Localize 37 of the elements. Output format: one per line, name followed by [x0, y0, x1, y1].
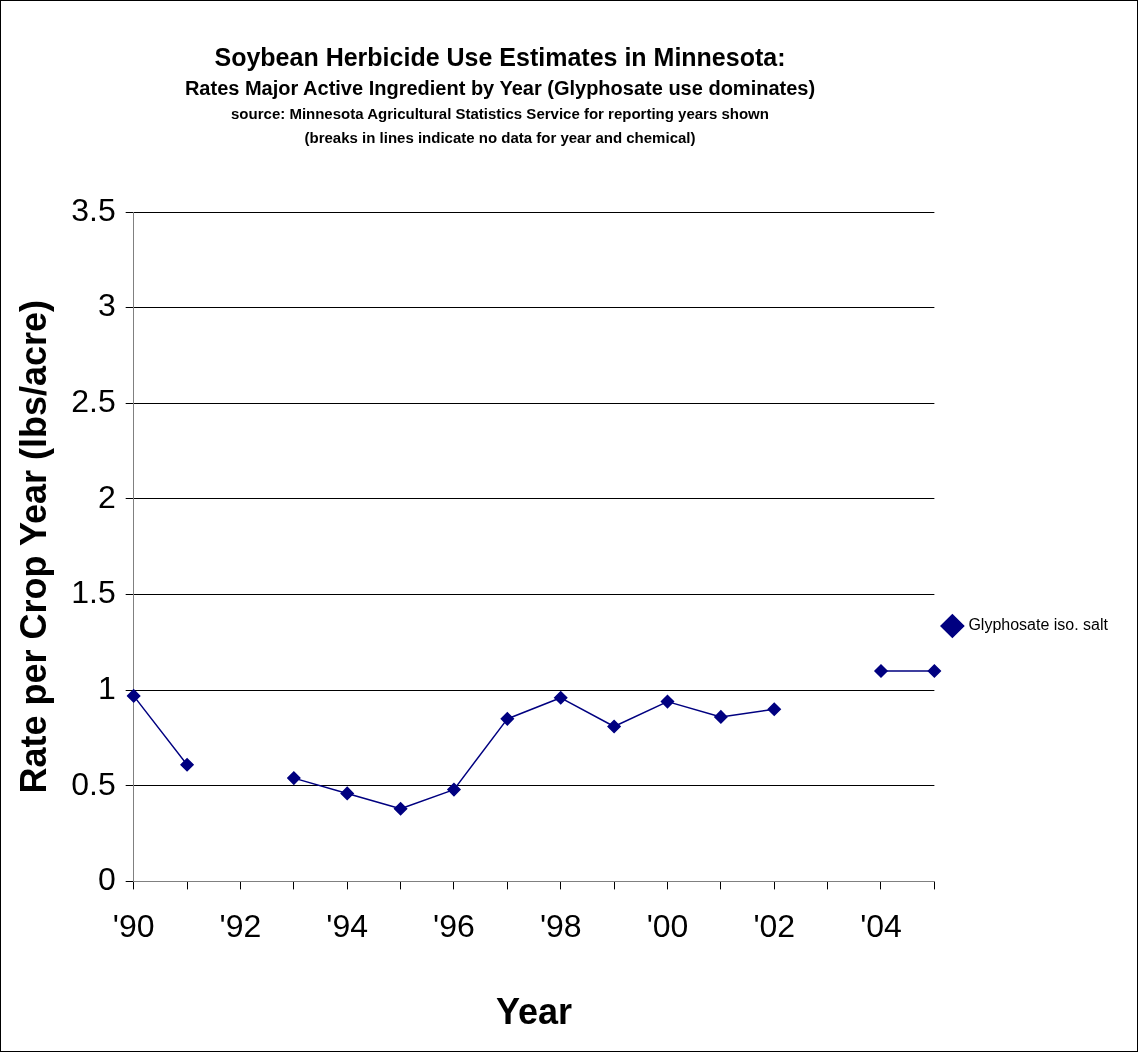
x-tick-label: '94	[326, 908, 369, 945]
chart-title: Soybean Herbicide Use Estimates in Minnesota:	[213, 42, 787, 73]
point	[607, 719, 621, 734]
point	[500, 712, 515, 726]
point	[874, 664, 888, 678]
x-tick-label: '02	[753, 908, 796, 945]
source-note: source: Minnesota Agricultural Statistics Service for reporting years shown	[230, 104, 770, 124]
y-tick-label: 1	[97, 669, 116, 706]
x-tick-label: '00	[646, 908, 689, 945]
y-tick-label: 0.5	[71, 765, 116, 802]
point	[393, 801, 408, 816]
chart-subtitle: Rates Major Active Ingredient by Year (Glyphosate use dominates)	[183, 76, 817, 101]
x-tick-label: '98	[539, 908, 582, 945]
text: (breaks in lines indicate no data for year and chemical)	[303, 128, 697, 148]
point	[553, 691, 568, 705]
point	[927, 664, 942, 678]
y-tick-label: 0	[97, 861, 116, 898]
y-tick-label: 1.5	[71, 574, 116, 611]
point	[287, 771, 301, 785]
point	[180, 757, 194, 772]
y-tick-label: 2	[97, 478, 116, 515]
y-tick-label: 2.5	[71, 383, 116, 420]
x-tick-label: '04	[860, 908, 902, 945]
point	[340, 786, 354, 801]
y-axis-title: Rate per Crop Year (lbs/acre)	[12, 299, 54, 794]
point	[126, 689, 141, 703]
point	[714, 710, 728, 724]
point	[660, 694, 675, 709]
x-tick-label: '96	[433, 908, 475, 945]
x-tick-label: '90	[112, 908, 155, 945]
x-tick-label: '92	[219, 908, 262, 945]
point	[767, 702, 781, 717]
point	[447, 782, 461, 797]
y-tick-label: 3.5	[71, 191, 116, 228]
legend-label: Glyphosate iso. salt	[968, 616, 1109, 634]
x-axis-title: Year	[495, 991, 573, 1033]
y-tick-label: 3	[97, 287, 116, 324]
